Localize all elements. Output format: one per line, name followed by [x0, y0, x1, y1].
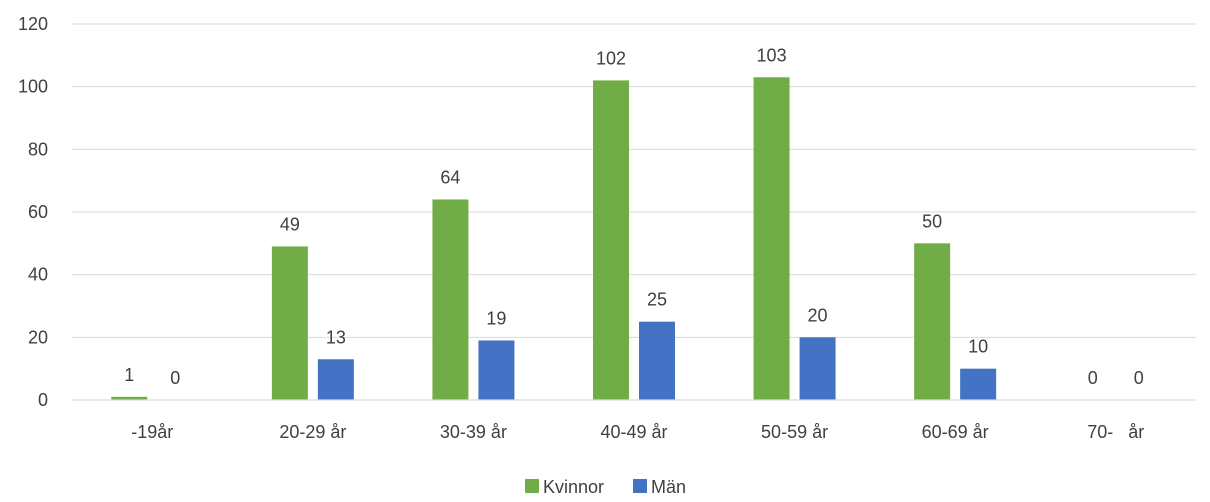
- bar-män: [478, 340, 515, 400]
- data-label: 0: [1088, 368, 1098, 388]
- legend-label: Kvinnor: [543, 477, 604, 497]
- data-label: 50: [922, 211, 942, 231]
- y-tick-label: 40: [28, 265, 48, 285]
- legend-swatch-män: [633, 479, 647, 493]
- y-tick-label: 100: [18, 77, 48, 97]
- bar-män: [639, 321, 675, 400]
- bar-män: [317, 359, 354, 400]
- data-label: 102: [596, 48, 626, 68]
- data-label: 0: [1134, 368, 1144, 388]
- x-tick-label: 30-39 år: [440, 422, 507, 442]
- legend-label: Män: [651, 477, 686, 497]
- x-tick-label: 40-49 år: [600, 422, 667, 442]
- data-label: 10: [968, 337, 988, 357]
- legend: Kvinnor Män: [525, 477, 686, 497]
- data-label: 19: [486, 308, 506, 328]
- x-tick-label: 70- år: [1087, 422, 1144, 442]
- bar-kvinnor: [432, 199, 469, 400]
- x-tick-label: 60-69 år: [922, 422, 989, 442]
- y-tick-label: 20: [28, 327, 48, 347]
- data-label: 20: [808, 305, 828, 325]
- data-label: 0: [170, 368, 180, 388]
- y-tick-label: 0: [38, 390, 48, 410]
- bar-kvinnor: [753, 77, 790, 401]
- bars: [111, 77, 997, 401]
- y-tick-label: 120: [18, 14, 48, 34]
- gridlines: [72, 23, 1196, 338]
- data-label: 64: [440, 167, 460, 187]
- data-label: 13: [326, 327, 346, 347]
- y-axis: 0 20 40 60 80 100 120: [18, 14, 48, 410]
- bar-kvinnor: [111, 396, 148, 400]
- x-axis: -19år 20-29 år 30-39 år 40-49 år 50-59 år 60-…: [131, 422, 1144, 442]
- bar-kvinnor: [271, 246, 308, 400]
- bar-män: [799, 337, 836, 400]
- data-label: 25: [647, 290, 667, 310]
- data-label: 49: [280, 214, 300, 234]
- data-label: 1: [124, 365, 134, 385]
- bar-män: [960, 368, 997, 400]
- x-tick-label: -19år: [131, 422, 173, 442]
- legend-swatch-kvinnor: [525, 479, 539, 493]
- y-tick-label: 80: [28, 139, 48, 159]
- y-tick-label: 60: [28, 202, 48, 222]
- bar-kvinnor: [593, 80, 629, 401]
- bar-kvinnor: [914, 243, 951, 400]
- x-tick-label: 20-29 år: [279, 422, 346, 442]
- data-label: 103: [757, 45, 787, 65]
- x-tick-label: 50-59 år: [761, 422, 828, 442]
